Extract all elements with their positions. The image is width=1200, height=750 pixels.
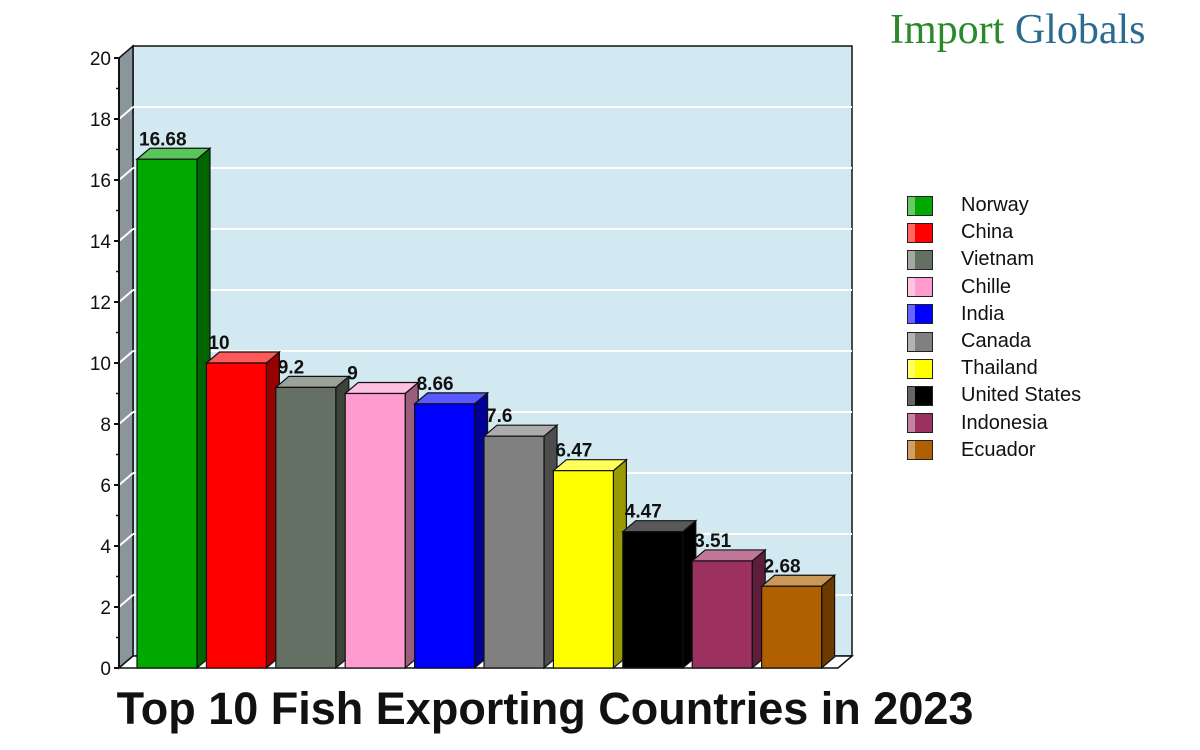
gridline-side	[118, 533, 134, 547]
y-tick-label: 6	[100, 476, 111, 497]
legend-label: United States	[961, 384, 1082, 407]
legend-item: Vietnam	[907, 246, 1081, 273]
y-tick-label: 8	[100, 415, 111, 436]
data-label: 16.68	[139, 129, 187, 150]
legend-swatch	[907, 413, 933, 434]
legend-swatch	[907, 222, 933, 243]
bar-India	[414, 403, 476, 669]
legend-swatch	[907, 358, 933, 379]
bar-Chille	[344, 392, 406, 669]
chart-title: Top 10 Fish Exporting Countries in 2023	[116, 683, 974, 734]
legend-label: India	[961, 302, 1005, 325]
bar-Vietnam	[275, 386, 337, 669]
legend-label: Chille	[961, 275, 1012, 298]
data-label: 3.51	[694, 531, 731, 552]
legend-item: China	[907, 219, 1081, 246]
data-label: 2.68	[764, 556, 801, 577]
legend: Norway China Vietnam Chille India Canada Thail…	[907, 192, 1081, 464]
y-tick-label: 0	[100, 659, 111, 680]
gridline-side	[118, 411, 134, 425]
y-tick-label: 16	[90, 171, 111, 192]
legend-swatch	[907, 385, 933, 406]
y-tick-label: 20	[90, 49, 111, 70]
import-globals-logo: Import Globals	[890, 7, 1146, 53]
legend-swatch	[907, 195, 933, 216]
legend-item: Chille	[907, 274, 1081, 301]
bar-side-Ecuador	[820, 573, 836, 670]
data-label: 9.2	[278, 357, 304, 378]
legend-swatch	[907, 304, 933, 325]
bar-Canada	[483, 435, 545, 669]
legend-swatch	[907, 440, 933, 461]
legend-item: Norway	[907, 192, 1081, 219]
gridline-side	[118, 106, 134, 120]
bar-Norway	[136, 158, 198, 669]
gridline-side	[118, 228, 134, 242]
gridline-side	[118, 167, 134, 181]
legend-item: United States	[907, 382, 1081, 409]
data-label: 4.47	[625, 502, 662, 523]
gridline-side	[118, 289, 134, 303]
data-label: 7.6	[486, 406, 512, 427]
bar-United States	[622, 531, 684, 669]
data-label: 9	[347, 364, 358, 385]
legend-item: Ecuador	[907, 437, 1081, 464]
y-tick-label: 14	[90, 232, 112, 253]
legend-item: Canada	[907, 328, 1081, 355]
legend-label: Thailand	[961, 357, 1038, 380]
data-label: 10	[208, 333, 229, 354]
legend-swatch	[907, 277, 933, 298]
bar-Thailand	[552, 470, 615, 669]
y-tick-label: 4	[100, 537, 111, 558]
legend-label: China	[961, 221, 1014, 244]
legend-item: Indonesia	[907, 410, 1081, 437]
bar-China	[205, 362, 267, 669]
legend-item: Thailand	[907, 355, 1081, 382]
y-tick-label: 2	[100, 598, 111, 619]
legend-label: Vietnam	[961, 248, 1035, 271]
data-label: 8.66	[417, 374, 454, 395]
bar-Ecuador	[760, 585, 823, 669]
legend-swatch	[907, 331, 933, 352]
y-tick-label: 10	[90, 354, 111, 375]
legend-label: Canada	[961, 330, 1032, 353]
gridline-side	[118, 350, 134, 364]
gridline-side	[118, 472, 134, 486]
legend-item: India	[907, 301, 1081, 328]
y-tick-label: 12	[90, 293, 111, 314]
legend-label: Norway	[961, 194, 1029, 217]
legend-label: Ecuador	[961, 438, 1036, 461]
legend-label: Indonesia	[961, 411, 1048, 434]
y-tick-label: 18	[90, 110, 111, 131]
legend-swatch	[907, 249, 933, 270]
data-label: 6.47	[555, 441, 592, 462]
bar-Indonesia	[691, 560, 753, 669]
gridline-side	[118, 594, 134, 608]
